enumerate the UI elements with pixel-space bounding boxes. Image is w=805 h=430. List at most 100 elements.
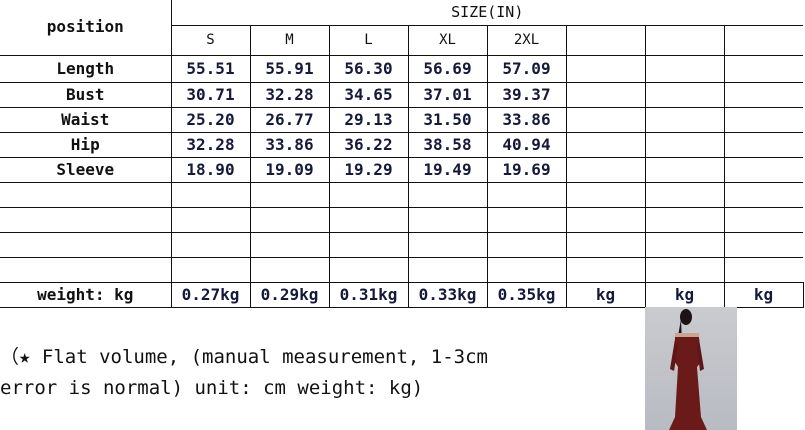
empty-cell [328, 206, 409, 233]
row-label-hip: Hip [0, 131, 172, 158]
table-row: Length 55.51 55.91 56.30 56.69 57.09 [0, 54, 803, 83]
size-column-m: M [249, 24, 330, 56]
measurement-cell [644, 131, 725, 158]
product-photo [645, 307, 737, 430]
weight-cell: 0.27kg [170, 281, 251, 308]
measurement-cell: 55.91 [249, 54, 330, 83]
empty-cell [249, 256, 330, 283]
measurement-cell: 40.94 [486, 131, 567, 158]
measurement-cell: 38.58 [407, 131, 488, 158]
empty-cell [565, 231, 646, 258]
empty-cell [249, 231, 330, 258]
empty-cell [565, 206, 646, 233]
measurement-cell: 33.86 [249, 131, 330, 158]
size-column-2xl: 2XL [486, 24, 567, 56]
measurement-cell [723, 81, 803, 108]
empty-cell [170, 206, 251, 233]
measurement-cell: 33.86 [486, 106, 567, 133]
empty-cell [565, 181, 646, 208]
measurement-cell: 19.49 [407, 156, 488, 183]
measurement-cell [565, 106, 646, 133]
measurement-cell [644, 106, 725, 133]
measurement-cell [723, 106, 803, 133]
measurement-cell: 34.65 [328, 81, 409, 108]
measurement-cell: 39.37 [486, 81, 567, 108]
measurement-cell: 37.01 [407, 81, 488, 108]
measurement-cell: 32.28 [170, 131, 251, 158]
measurement-cell: 57.09 [486, 54, 567, 83]
size-header: SIZE(IN) [170, 0, 803, 26]
empty-cell [170, 256, 251, 283]
measurement-cell: 56.69 [407, 54, 488, 83]
empty-cell [723, 206, 803, 233]
empty-cell [723, 231, 803, 258]
weight-cell: 0.35kg [486, 281, 567, 308]
measurement-cell [723, 131, 803, 158]
weight-cell: 0.33kg [407, 281, 488, 308]
size-column-xl: XL [407, 24, 488, 56]
empty-cell [565, 256, 646, 283]
empty-cell [328, 231, 409, 258]
weight-label: weight: kg [0, 281, 172, 308]
measurement-cell: 29.13 [328, 106, 409, 133]
measurement-cell: 26.77 [249, 106, 330, 133]
empty-cell [0, 231, 172, 258]
table-row: Sleeve 18.90 19.09 19.29 19.49 19.69 [0, 156, 803, 183]
table-row: Waist 25.20 26.77 29.13 31.50 33.86 [0, 106, 803, 133]
measurement-cell: 30.71 [170, 81, 251, 108]
size-chart-table: position SIZE(IN) S M L XL 2XL Length 55.51 55… [0, 0, 804, 308]
empty-cell [644, 256, 725, 283]
table-row: Hip 32.28 33.86 36.22 38.58 40.94 [0, 131, 803, 158]
measurement-cell [723, 156, 803, 183]
measurement-cell [565, 131, 646, 158]
measurement-cell [723, 54, 803, 83]
empty-cell [328, 181, 409, 208]
measurement-cell: 19.09 [249, 156, 330, 183]
empty-cell [0, 256, 172, 283]
measurement-cell [644, 156, 725, 183]
row-label-sleeve: Sleeve [0, 156, 172, 183]
empty-cell [0, 181, 172, 208]
empty-cell [486, 206, 567, 233]
weight-cell: kg [723, 281, 804, 308]
empty-cell [486, 181, 567, 208]
measurement-cell [565, 81, 646, 108]
empty-cell [328, 256, 409, 283]
empty-cell [486, 256, 567, 283]
size-column-blank-5 [565, 24, 646, 56]
measurement-cell [565, 54, 646, 83]
measurement-cell [644, 54, 725, 83]
weight-row: weight: kg 0.27kg 0.29kg 0.31kg 0.33kg 0.35kg… [0, 281, 804, 308]
measurement-cell: 55.51 [170, 54, 251, 83]
measurement-cell: 18.90 [170, 156, 251, 183]
empty-cell [486, 231, 567, 258]
model-in-dress-image [669, 309, 707, 430]
measurement-cell: 19.29 [328, 156, 409, 183]
empty-cell [0, 206, 172, 233]
size-column-blank-6 [644, 24, 725, 56]
weight-cell: 0.29kg [249, 281, 330, 308]
note-line-1: （★ Flat volume, (manual measurement, 1-3… [0, 346, 488, 368]
empty-cell [644, 181, 725, 208]
empty-cell [723, 181, 803, 208]
weight-cell: kg [644, 281, 725, 308]
measurement-cell: 25.20 [170, 106, 251, 133]
row-label-waist: Waist [0, 106, 172, 133]
size-column-s: S [170, 24, 251, 56]
position-header: position [0, 0, 172, 56]
weight-cell: kg [565, 281, 646, 308]
empty-cell [407, 231, 488, 258]
empty-cell [249, 181, 330, 208]
size-column-l: L [328, 24, 409, 56]
note-line-2: error is normal) unit: cm weight: kg) [0, 377, 424, 399]
empty-row [0, 181, 803, 208]
measurement-note: （★ Flat volume, (manual measurement, 1-3… [0, 342, 488, 404]
measurement-cell: 31.50 [407, 106, 488, 133]
weight-cell: 0.31kg [328, 281, 409, 308]
empty-cell [407, 181, 488, 208]
empty-row [0, 206, 803, 233]
measurement-cell: 56.30 [328, 54, 409, 83]
measurement-cell [565, 156, 646, 183]
measurement-cell: 19.69 [486, 156, 567, 183]
row-label-bust: Bust [0, 81, 172, 108]
